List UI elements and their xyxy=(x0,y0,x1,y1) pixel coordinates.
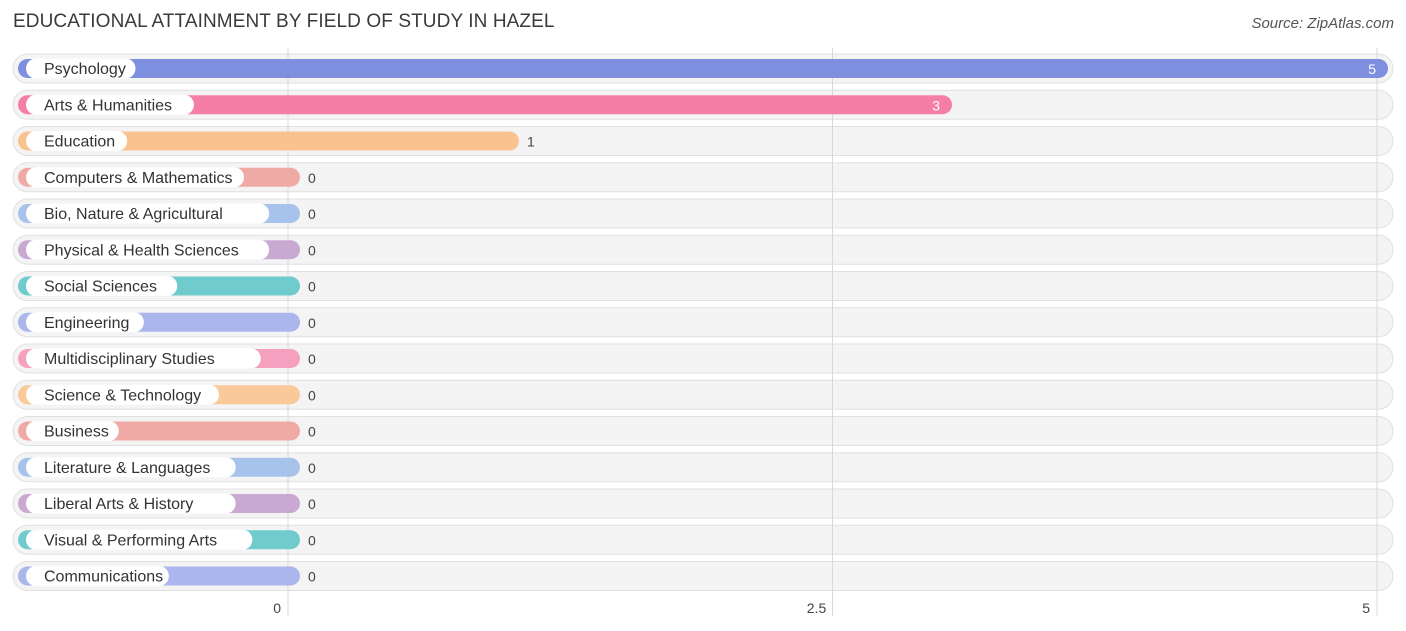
row-background xyxy=(12,162,1394,193)
category-label: Visual & Performing Arts xyxy=(44,532,217,549)
category-label-pill xyxy=(26,348,261,369)
category-label-pill xyxy=(26,384,219,405)
category-label: Engineering xyxy=(44,315,129,332)
row-background xyxy=(12,271,1394,301)
bar xyxy=(18,131,519,151)
category-label: Psychology xyxy=(44,61,126,78)
category-label: Bio, Nature & Agricultural xyxy=(44,206,223,223)
category-label-pill xyxy=(26,167,245,188)
value-label: 1 xyxy=(527,134,535,150)
category-label-pill xyxy=(26,131,128,151)
value-label: 0 xyxy=(308,242,316,258)
category-label-pill xyxy=(26,566,169,586)
category-label-pill xyxy=(26,94,194,115)
category-label: Liberal Arts & History xyxy=(44,496,193,513)
value-label: 5 xyxy=(1368,61,1376,77)
row-background xyxy=(12,416,1394,446)
row-background xyxy=(12,488,1394,519)
value-label: 0 xyxy=(308,351,316,367)
x-tick-label: 0 xyxy=(273,600,281,616)
chart-title: EDUCATIONAL ATTAINMENT BY FIELD OF STUDY… xyxy=(13,11,555,32)
row-background xyxy=(12,561,1394,591)
category-label: Physical & Health Sciences xyxy=(44,242,239,259)
category-label-pill xyxy=(26,203,270,224)
value-label: 0 xyxy=(308,387,316,403)
bar xyxy=(18,95,952,115)
x-tick-label: 2.5 xyxy=(807,600,827,616)
value-label: 0 xyxy=(308,569,316,585)
category-label: Communications xyxy=(44,569,163,586)
row-background xyxy=(12,379,1394,410)
row-background xyxy=(12,307,1394,338)
category-label: Computers & Mathematics xyxy=(44,170,233,187)
category-label-pill xyxy=(26,529,253,550)
category-label: Multidisciplinary Studies xyxy=(44,351,215,368)
x-tick-label: 5 xyxy=(1362,600,1370,616)
category-label-pill xyxy=(26,239,270,260)
row-background xyxy=(12,343,1394,374)
row-background xyxy=(12,234,1394,265)
value-label: 0 xyxy=(308,532,316,548)
category-label: Education xyxy=(44,134,115,151)
bar xyxy=(18,59,1388,78)
row-background xyxy=(12,198,1394,229)
category-label-pill xyxy=(26,58,136,79)
value-label: 0 xyxy=(308,460,316,476)
value-label: 0 xyxy=(308,315,316,331)
category-label-pill xyxy=(26,276,178,296)
value-label: 0 xyxy=(308,170,316,186)
value-label: 0 xyxy=(308,206,316,222)
category-label-pill xyxy=(26,312,144,333)
category-label: Business xyxy=(44,424,109,441)
category-label: Social Sciences xyxy=(44,279,157,296)
category-label: Literature & Languages xyxy=(44,460,210,477)
row-background xyxy=(12,524,1394,555)
value-label: 3 xyxy=(932,97,940,113)
category-label: Science & Technology xyxy=(44,387,201,404)
value-label: 0 xyxy=(308,279,316,295)
category-label-pill xyxy=(26,421,119,441)
category-label-pill xyxy=(26,457,236,478)
category-label: Arts & Humanities xyxy=(44,97,172,114)
source-note: Source: ZipAtlas.com xyxy=(1251,15,1394,32)
category-label-pill xyxy=(26,493,236,514)
value-label: 0 xyxy=(308,424,316,440)
row-background xyxy=(12,452,1394,483)
value-label: 0 xyxy=(308,496,316,512)
